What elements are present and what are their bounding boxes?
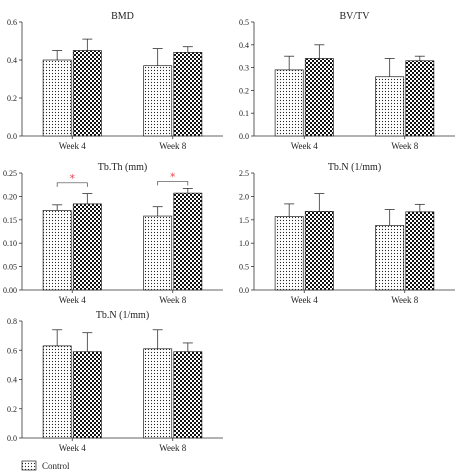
y-tick-label: 0.25	[3, 169, 17, 178]
chart-panel-5: Tb.N (1/mm) 0.0 0.2 0.4 0.6 0.8 Week 4 Week 8	[7, 310, 223, 453]
panel-title: Tb.Th (mm)	[98, 162, 147, 173]
y-tick-label: 0.4	[7, 56, 17, 65]
x-tick-label: Week 4	[59, 443, 87, 453]
bar-treatment-2	[405, 60, 435, 137]
chart-panels: BMD 0.0 0.2 0.4 0.6 Week 4 Week 8 BV/TV 0.0 0.1 0.…	[3, 11, 455, 453]
y-tick-label: 0.5	[239, 18, 249, 27]
y-tick-label: 0.3	[239, 64, 249, 73]
chart-panel-3: Tb.Th (mm) 0.00 0.05 0.10 0.15 0.20 0.25 Week 4…	[3, 162, 223, 305]
significance-bracket	[157, 181, 189, 186]
y-tick-label: 2.5	[239, 169, 249, 178]
y-tick-label: 0.0	[239, 286, 249, 295]
bar-treatment-1	[72, 50, 102, 137]
bar-treatment-1	[304, 211, 334, 291]
bar-control-1	[42, 210, 72, 291]
legend-label: Control	[42, 461, 70, 471]
panel-title: BV/TV	[340, 11, 371, 22]
y-tick-label: 0.2	[7, 94, 17, 103]
chart-panel-2: BV/TV 0.0 0.1 0.2 0.3 0.4 0.5 Week 4 Week 8	[239, 11, 455, 151]
y-tick-label: 0.00	[3, 286, 17, 295]
bar-control-2	[375, 225, 405, 291]
significance-marker: *	[70, 172, 76, 185]
y-tick-label: 0.10	[3, 239, 17, 248]
y-tick-label: 0.0	[239, 132, 249, 141]
x-tick-label: Week 8	[159, 443, 187, 453]
y-tick-label: 0.20	[3, 192, 17, 201]
bar-control-1	[42, 59, 72, 137]
x-tick-label: Week 8	[159, 141, 187, 151]
legend-swatch	[21, 460, 37, 471]
bar-control-2	[375, 76, 405, 137]
significance-bracket	[56, 182, 88, 187]
bar-control-1	[274, 69, 304, 137]
y-tick-label: 0.4	[7, 376, 17, 385]
panel-title: BMD	[111, 11, 134, 22]
bar-treatment-1	[304, 58, 334, 137]
y-tick-label: 0.8	[7, 317, 17, 326]
bar-treatment-2	[405, 211, 435, 291]
y-tick-label: 0.6	[7, 346, 17, 355]
panel-title: Tb.N (1/mm)	[96, 310, 149, 321]
y-tick-label: 0.0	[7, 434, 17, 443]
x-tick-label: Week 4	[291, 141, 319, 151]
bar-control-2	[143, 215, 173, 291]
y-tick-label: 0.5	[239, 263, 249, 272]
x-tick-label: Week 8	[159, 295, 187, 305]
y-tick-label: 0.2	[7, 405, 17, 414]
significance-marker: *	[170, 170, 176, 183]
y-tick-label: 0.2	[239, 86, 249, 95]
bar-control-1	[42, 345, 72, 439]
y-tick-label: 2.0	[239, 192, 249, 201]
y-tick-label: 0.4	[239, 41, 249, 50]
x-tick-label: Week 8	[391, 141, 419, 151]
y-tick-label: 0.6	[7, 18, 17, 27]
bar-treatment-2	[173, 351, 203, 439]
y-tick-label: 0.15	[3, 216, 17, 225]
x-tick-label: Week 4	[59, 295, 87, 305]
x-tick-label: Week 4	[291, 295, 319, 305]
y-tick-label: 0.0	[7, 132, 17, 141]
legend: Control	[21, 460, 70, 471]
y-tick-label: 0.1	[239, 109, 249, 118]
bar-control-2	[143, 65, 173, 137]
y-tick-label: 1.5	[239, 216, 249, 225]
bar-treatment-2	[173, 192, 203, 291]
x-tick-label: Week 8	[391, 295, 419, 305]
panel-title: Tb.N (1/mm)	[328, 162, 381, 173]
chart-panel-4: Tb.N (1/mm) 0.0 0.5 1.0 1.5 2.0 2.5 Week 4 Week …	[239, 162, 455, 305]
chart-panel-1: BMD 0.0 0.2 0.4 0.6 Week 4 Week 8	[7, 11, 223, 151]
y-tick-label: 1.0	[239, 239, 249, 248]
bar-treatment-1	[72, 351, 102, 439]
x-tick-label: Week 4	[59, 141, 87, 151]
bar-control-2	[143, 348, 173, 439]
bar-treatment-1	[72, 203, 102, 291]
y-tick-label: 0.05	[3, 263, 17, 272]
bar-treatment-2	[173, 52, 203, 137]
bar-control-1	[274, 216, 304, 291]
